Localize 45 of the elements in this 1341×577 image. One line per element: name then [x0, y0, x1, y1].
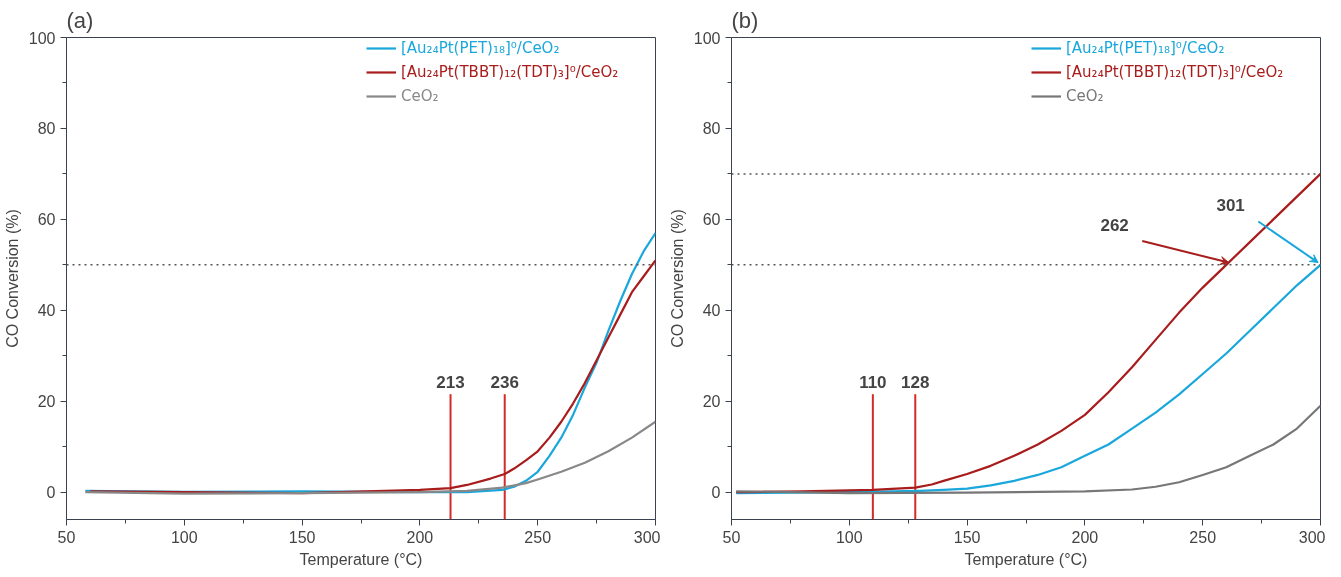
legend-label: [Au₂₄Pt(PET)₁₈]⁰/CeO₂	[401, 39, 560, 57]
x-tick-label: 150	[953, 528, 981, 546]
legend-label: [Au₂₄Pt(TBBT)₁₂(TDT)₃]⁰/CeO₂	[1066, 63, 1284, 81]
y-tick-label: 100	[28, 29, 56, 47]
x-tick-label: 300	[1298, 528, 1326, 546]
y-tick-label: 80	[37, 120, 56, 138]
x-tick-label: 50	[57, 528, 76, 546]
x-tick-label: 300	[633, 528, 661, 546]
y-tick-label: 80	[702, 120, 721, 138]
legend-label: [Au₂₄Pt(TBBT)₁₂(TDT)₃]⁰/CeO₂	[401, 63, 619, 81]
legend-label: [Au₂₄Pt(PET)₁₈]⁰/CeO₂	[1066, 39, 1225, 57]
y-tick-label: 0	[46, 484, 56, 502]
annotation: 262	[1100, 216, 1129, 235]
y-tick-label: 40	[37, 302, 56, 320]
y-axis-title: CO Conversion (%)	[668, 209, 686, 348]
x-tick-label: 100	[170, 528, 198, 546]
x-tick-label: 100	[835, 528, 863, 546]
x-tick-label: 150	[288, 528, 316, 546]
chart-title: (b)	[731, 7, 759, 33]
annotation: 301	[1216, 196, 1245, 216]
ref-line-label: 236	[490, 373, 519, 393]
x-tick-label: 250	[524, 528, 552, 546]
chart-title: (a)	[66, 7, 94, 33]
x-tick-label: 200	[406, 528, 434, 546]
y-tick-label: 20	[702, 393, 721, 411]
line-series	[735, 172, 1321, 494]
y-tick-label: 60	[37, 211, 56, 229]
x-tick-label: 200	[1071, 528, 1099, 546]
y-tick-label: 100	[693, 29, 721, 47]
y-axis-title: CO Conversion (%)	[3, 209, 21, 348]
ref-line-label: 128	[901, 373, 930, 393]
x-tick-label: 50	[722, 528, 741, 546]
ref-line-label: 110	[859, 373, 887, 393]
line-series	[84, 420, 656, 495]
y-tick-label: 20	[37, 393, 56, 411]
x-tick-label: 250	[1189, 528, 1217, 546]
legend-label: CeO₂	[401, 87, 439, 105]
x-axis-title: Temperature (°C)	[299, 550, 423, 568]
x-axis-title: Temperature (°C)	[964, 550, 1088, 568]
legend-label: CeO₂	[1066, 87, 1104, 105]
ref-line-label: 213	[436, 373, 465, 393]
y-tick-label: 0	[711, 484, 721, 502]
y-tick-label: 60	[702, 211, 721, 229]
y-tick-label: 40	[702, 302, 721, 320]
line-series	[735, 404, 1321, 495]
